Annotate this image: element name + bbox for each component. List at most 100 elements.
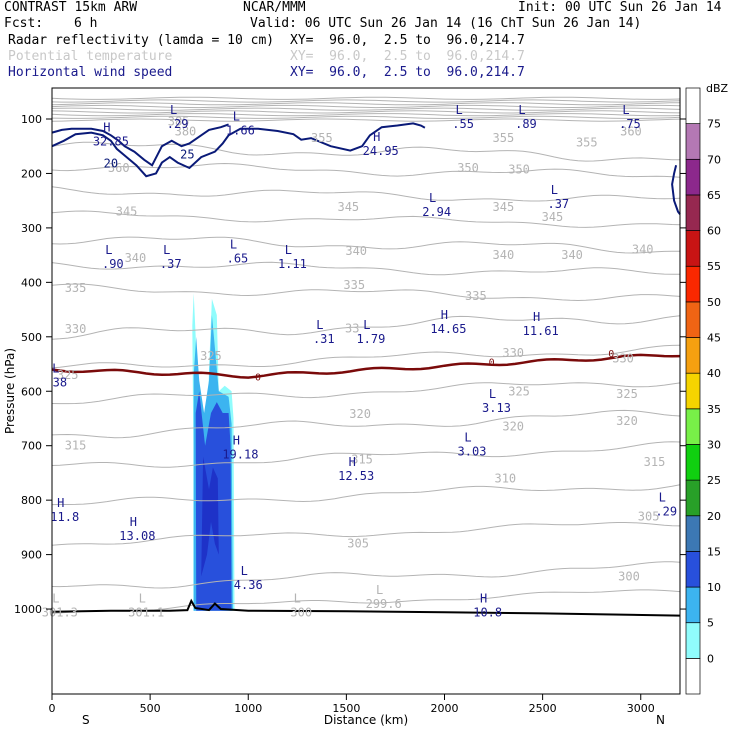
- theta-label: 33: [345, 322, 359, 336]
- freezing-level-label: 0: [608, 349, 614, 360]
- hl-marker-type: H: [103, 120, 110, 134]
- y-tick-label: 700: [21, 440, 42, 453]
- theta-label: 335: [343, 278, 365, 292]
- hl-marker-type: L: [429, 191, 436, 205]
- freezing-level-label: 0: [489, 357, 495, 368]
- wind-contour-25: [51, 123, 229, 167]
- hl-marker-type: L: [659, 491, 666, 505]
- field-xy-reflectivity: XY= 96.0, 2.5 to 96.0,214.7: [290, 33, 525, 48]
- hl-marker-value: .89: [515, 117, 537, 131]
- wind-speed-contours: [51, 122, 681, 215]
- theta-label: 340: [561, 248, 583, 262]
- freezing-level-label: 0: [255, 373, 261, 384]
- colorbar-level-label: 60: [707, 225, 721, 238]
- hl-marker-type: L: [316, 318, 323, 332]
- refl-20-25: [201, 456, 219, 577]
- theta-label: 345: [542, 210, 564, 224]
- wind-contour-20: [51, 122, 426, 178]
- x-tick-label: 2000: [431, 702, 459, 715]
- hl-marker-type: L: [363, 318, 370, 332]
- x-axis-title: Distance (km): [324, 713, 408, 727]
- hl-marker-type: L: [230, 237, 237, 251]
- theta-contour: [51, 162, 681, 178]
- colorbar-swatch: [685, 586, 701, 624]
- field-xy-theta: XY= 96.0, 2.5 to 96.0,214.7: [290, 49, 525, 64]
- theta-contour-upper: [51, 110, 681, 114]
- freezing-level-line: [51, 353, 681, 379]
- upper-theta-dense-contours: [51, 96, 681, 122]
- terrain-line: [51, 598, 681, 617]
- theta-label: 320: [616, 414, 638, 428]
- hl-marker-value: 14.65: [430, 322, 466, 336]
- colorbar-level-label: 5: [707, 617, 714, 630]
- colorbar-swatch: [685, 87, 701, 124]
- theta-contour: [51, 344, 681, 369]
- x-endpoint-south: S: [82, 713, 90, 727]
- theta-label: 305: [347, 537, 369, 551]
- potential-temperature-contours: [51, 141, 681, 614]
- y-tick-label: 500: [21, 331, 42, 344]
- forecast-hour: 6 h: [74, 16, 98, 31]
- hl-marker-type: L: [139, 591, 146, 605]
- colorbar-level-label: 20: [707, 510, 721, 523]
- colorbar-swatch: [685, 123, 701, 160]
- hl-marker-type: L: [622, 103, 629, 117]
- theta-label: 325: [200, 349, 222, 363]
- hl-marker-type: L: [241, 564, 248, 578]
- field-name-theta: Potential temperature: [8, 49, 173, 64]
- hl-marker-value: .75: [619, 117, 641, 131]
- theta-contour: [51, 315, 681, 340]
- theta-label: 300: [618, 569, 640, 583]
- hl-marker-type: L: [551, 183, 558, 197]
- theta-contour: [51, 522, 681, 546]
- hl-marker-value: .37: [160, 257, 182, 271]
- x-axis: 0 500 1000 1500 2000 2500 3000: [49, 694, 655, 715]
- hl-marker-type: L: [456, 103, 463, 117]
- theta-label: 320: [502, 420, 524, 434]
- colorbar-swatch: [685, 658, 701, 695]
- colorbar-level-label: 10: [707, 581, 721, 594]
- colorbar-level-label: 0: [707, 652, 714, 665]
- colorbar-level-label: 35: [707, 403, 721, 416]
- theta-label: 340: [125, 251, 147, 265]
- colorbar-swatch: [685, 194, 701, 231]
- hl-marker-value: .55: [452, 117, 474, 131]
- y-tick-label: 800: [21, 494, 42, 507]
- theta-label: 325: [508, 384, 530, 398]
- hl-marker-type: H: [480, 591, 487, 605]
- hl-marker-value: 4.36: [234, 578, 263, 592]
- theta-label: 315: [351, 452, 373, 466]
- colorbar-level-label: 40: [707, 367, 721, 380]
- theta-label: 345: [337, 200, 359, 214]
- hl-marker-value: 299.6: [366, 597, 402, 611]
- colorbar-swatch: [685, 265, 701, 303]
- y-tick-label: 100: [21, 113, 42, 126]
- hl-marker-value: .29: [167, 117, 189, 131]
- wind-label: 25: [180, 147, 194, 161]
- theta-label: 385: [168, 115, 190, 129]
- theta-label: 340: [632, 243, 654, 257]
- hl-marker-value: 1.66: [226, 123, 255, 137]
- hl-marker-value: .65: [227, 251, 249, 265]
- colorbar-level-label: 70: [707, 153, 721, 166]
- colorbar-level-label: 25: [707, 474, 721, 487]
- colorbar-level-label: 65: [707, 189, 721, 202]
- hl-marker-value: 10.8: [473, 605, 502, 619]
- theta-label: 310: [494, 471, 516, 485]
- theta-contour-upper: [51, 99, 681, 103]
- hl-marker-type: L: [163, 243, 170, 257]
- x-tick-label: 1500: [332, 702, 360, 715]
- hl-marker-type: L: [464, 431, 471, 445]
- theta-label: 315: [644, 455, 666, 469]
- wind-contour-right: [671, 165, 681, 215]
- theta-label: 380: [175, 125, 197, 139]
- hl-marker-value: 24.95: [363, 144, 399, 158]
- colorbar-level-label: 15: [707, 545, 721, 558]
- hl-marker-value: 3.03: [458, 445, 487, 459]
- y-tick-label: 600: [21, 385, 42, 398]
- theta-contour-upper: [51, 104, 681, 109]
- x-tick-label: 1000: [234, 702, 262, 715]
- freezing-level-contour: 0 0 0: [51, 349, 681, 384]
- theta-contour-upper: [51, 96, 681, 100]
- theta-contour-upper: [51, 113, 681, 117]
